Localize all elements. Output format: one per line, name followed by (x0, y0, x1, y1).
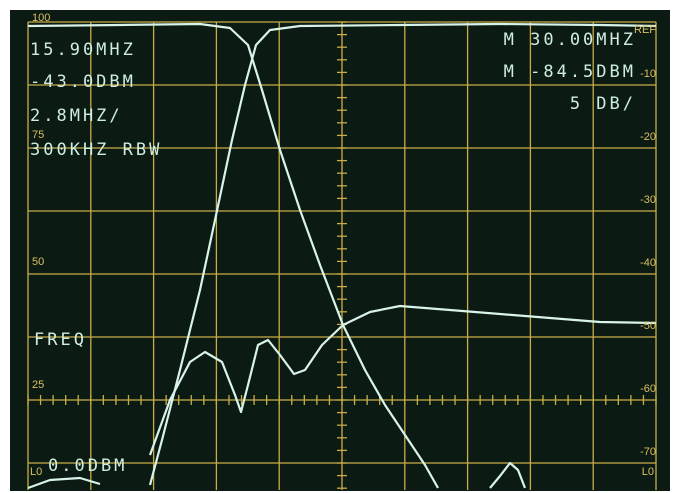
scale-right: -30 (640, 194, 656, 206)
scale-left: 75 (32, 129, 44, 141)
corner-label: L0 (30, 466, 42, 478)
scale-right: -20 (640, 131, 656, 143)
trace-floor (27, 476, 101, 490)
readout-right: M 30.00MHZ (504, 30, 636, 50)
softkey-ref-level: 0.0DBM (48, 456, 127, 476)
scale-right: REF (634, 24, 656, 36)
scale-right: -60 (640, 383, 656, 395)
scale-right: -70 (640, 446, 656, 458)
softkey-freq: FREQ (34, 330, 87, 350)
trace-highpass (148, 22, 657, 486)
readout-left: 300KHZ RBW (30, 140, 162, 160)
readout-left: -43.0DBM (30, 72, 136, 92)
readout-left: 15.90MHZ (30, 40, 136, 60)
readout-left: 2.8MHZ/ (30, 106, 123, 126)
scale-right: -40 (640, 257, 656, 269)
scale-left: 100 (32, 12, 50, 24)
trace-combined (148, 304, 657, 456)
graticule (27, 21, 657, 490)
screen-background (10, 10, 670, 491)
readout-right: 5 DB/ (570, 94, 636, 114)
trace-lowpass (27, 22, 439, 489)
scale-right: -10 (640, 68, 656, 80)
corner-label: L0 (642, 466, 654, 478)
trace-residual (489, 461, 527, 489)
readout-right: M -84.5DBM (504, 62, 636, 82)
scale-left: 25 (32, 379, 44, 391)
scale-left: 50 (32, 256, 44, 268)
scale-right: -50 (640, 320, 656, 332)
